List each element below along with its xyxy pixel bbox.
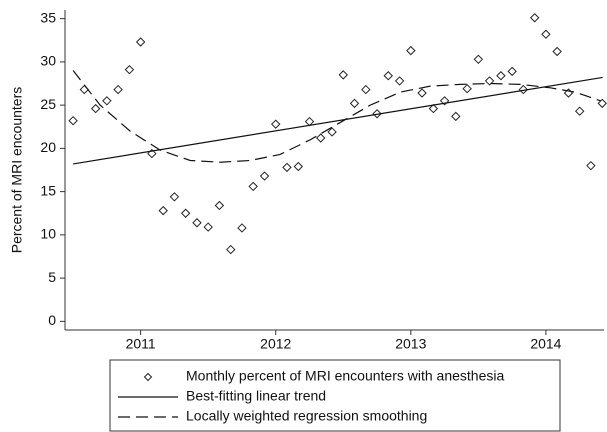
data-point <box>248 181 258 192</box>
x-tick-label: 2011 <box>126 336 156 352</box>
data-point <box>180 208 191 218</box>
data-point <box>338 70 348 80</box>
data-point <box>327 127 337 137</box>
data-point <box>586 160 596 171</box>
legend-box <box>109 359 561 432</box>
data-point <box>113 84 123 95</box>
y-axis-label: Percent of MRI encounters <box>9 87 25 254</box>
data-point <box>451 111 461 122</box>
data-point <box>214 200 225 211</box>
y-tick-label: 35 <box>40 9 56 25</box>
x-tick-label: 2012 <box>260 336 291 352</box>
data-point <box>383 71 393 81</box>
data-point <box>394 76 405 86</box>
data-point <box>518 84 529 95</box>
legend-label: Monthly percent of MRI encounters with a… <box>186 368 504 384</box>
line-series <box>73 76 603 165</box>
data-point <box>226 244 236 255</box>
data-point <box>597 98 607 109</box>
data-point <box>158 205 168 216</box>
data-point <box>68 115 78 126</box>
data-point <box>316 133 326 143</box>
data-point <box>574 106 585 116</box>
data-point <box>417 88 427 98</box>
y-tick-label: 30 <box>40 53 56 69</box>
y-tick-label: 25 <box>40 96 56 112</box>
y-tick-label: 10 <box>40 226 56 242</box>
data-point <box>124 64 135 75</box>
data-point <box>484 76 495 86</box>
data-point <box>169 192 180 202</box>
data-point <box>541 29 551 39</box>
data-point <box>102 96 112 106</box>
data-point <box>203 222 213 232</box>
data-point <box>406 45 416 56</box>
y-tick-label: 15 <box>40 182 56 198</box>
data-point <box>428 103 439 114</box>
data-point <box>237 223 247 233</box>
data-point <box>361 84 371 95</box>
data-point <box>462 83 472 94</box>
y-tick-label: 20 <box>40 139 56 155</box>
data-point <box>271 119 281 129</box>
data-point <box>79 84 90 95</box>
data-point <box>552 46 562 57</box>
data-point <box>496 71 506 81</box>
data-point <box>529 13 540 23</box>
y-tick-label: 5 <box>48 269 56 285</box>
y-tick-label: 0 <box>48 312 56 328</box>
x-tick-label: 2014 <box>530 336 561 352</box>
legend-label: Best-fitting linear trend <box>186 388 326 404</box>
data-point <box>507 66 517 77</box>
data-point <box>192 218 202 228</box>
data-point <box>473 54 484 65</box>
data-point <box>90 103 101 114</box>
data-point <box>135 37 146 47</box>
data-point <box>282 162 292 173</box>
legend-label: Locally weighted regression smoothing <box>186 408 427 424</box>
legend-symbol <box>143 372 153 382</box>
data-point <box>349 98 360 109</box>
data-point <box>259 171 270 181</box>
x-tick-label: 2013 <box>395 336 426 352</box>
line-series <box>72 70 601 163</box>
data-point <box>293 161 304 172</box>
